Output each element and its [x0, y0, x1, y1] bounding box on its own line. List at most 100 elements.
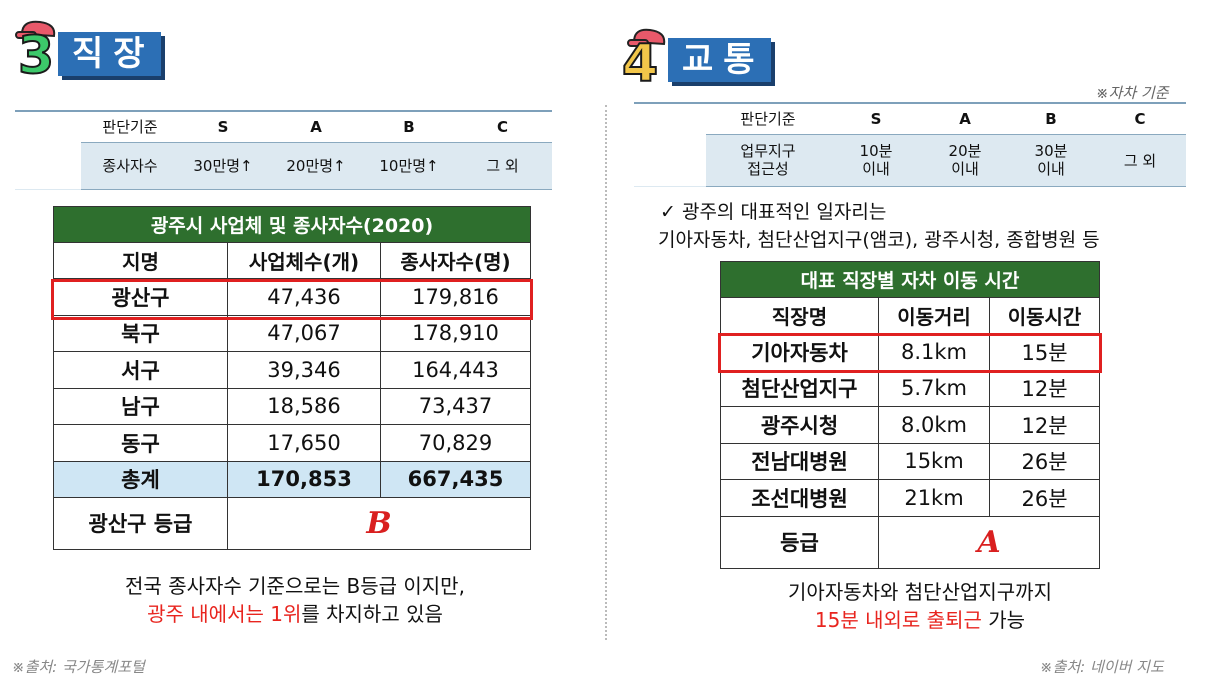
note-line: 기아자동차와 첨단산업지구까지 — [788, 580, 1052, 604]
note-text: 를 차지하고 있음 — [301, 602, 443, 626]
criteria-cell: 30만명↑ — [179, 142, 267, 190]
cell-total-businesses: 170,853 — [227, 460, 381, 498]
cell-businesses: 39,346 — [227, 351, 381, 389]
criteria-header: S — [179, 110, 267, 143]
note-highlight: 15분 내외로 출퇴근 — [814, 608, 982, 632]
table-row: 서구 39,346 164,443 — [53, 351, 531, 389]
criteria-header: C — [453, 110, 552, 143]
commute-time-table: 대표 직장별 자차 이동 시간 직장명 이동거리 이동시간 기아자동차 8.1k… — [720, 261, 1100, 569]
grade-value: B — [366, 505, 392, 541]
criteria-header: A — [267, 110, 365, 143]
section-divider — [605, 105, 607, 640]
cap-mascot-icon — [15, 20, 56, 39]
cell-time: 15분 — [989, 333, 1100, 371]
note-text: 가능 — [981, 608, 1026, 632]
criteria-header: B — [365, 110, 453, 143]
cell-distance: 8.0km — [878, 406, 990, 444]
column-header: 종사자수(명) — [380, 242, 531, 279]
table-total-row: 총계 170,853 667,435 — [53, 460, 531, 498]
criteria-line: 업무지구 — [740, 142, 796, 160]
cell-employees: 179,816 — [380, 278, 531, 316]
section-number-4: 4 — [621, 34, 659, 94]
column-header: 이동시간 — [989, 297, 1100, 334]
transport-note: 기아자동차와 첨단산업지구까지 15분 내외로 출퇴근 가능 — [700, 578, 1140, 634]
criteria-header: C — [1094, 102, 1186, 135]
transport-criteria-table: 교통 판단기준 S A B C 업무지구 접근성 10분 이내 20분 이내 3… — [634, 102, 1186, 187]
criteria-cell: 그 외 — [1094, 134, 1186, 187]
cell-workplace: 전남대병원 — [720, 442, 879, 480]
criteria-line: 20분 — [948, 142, 982, 160]
gwangju-business-table: 광주시 사업체 및 종사자수(2020) 지명 사업체수(개) 종사자수(명) … — [53, 206, 531, 550]
cap-mascot-icon — [627, 28, 666, 47]
table-row: 남구 18,586 73,437 — [53, 387, 531, 425]
cell-employees: 178,910 — [380, 314, 531, 352]
cell-workplace: 조선대병원 — [720, 479, 879, 517]
cell-workplace: 첨단산업지구 — [720, 369, 879, 407]
grade-value: A — [977, 524, 1001, 560]
criteria-header: 판단기준 — [706, 102, 830, 135]
note-line: 15분 내외로 출퇴근 가능 — [700, 606, 1140, 634]
criteria-cell: 10만명↑ — [365, 142, 453, 190]
cell-employees: 70,829 — [380, 424, 531, 462]
criteria-line: 이내 — [951, 160, 979, 178]
cell-total-employees: 667,435 — [380, 460, 531, 498]
criteria-header: A — [922, 102, 1008, 135]
intro-line: ✓ 광주의 대표적인 일자리는 — [660, 201, 887, 223]
criteria-cell: 그 외 — [453, 142, 552, 190]
table-title: 대표 직장별 자차 이동 시간 — [720, 261, 1100, 298]
cell-district: 북구 — [53, 314, 228, 352]
cell-distance: 5.7km — [878, 369, 990, 407]
cell-district: 동구 — [53, 424, 228, 462]
column-header: 직장명 — [720, 297, 879, 334]
cell-businesses: 17,650 — [227, 424, 381, 462]
cell-time: 12분 — [989, 406, 1100, 444]
criteria-cell: 종사자수 — [81, 142, 179, 190]
transport-intro: ✓ 광주의 대표적인 일자리는 기아자동차, 첨단산업지구(앰코), 광주시청,… — [658, 198, 1100, 254]
criteria-side-label: 교통 — [634, 102, 706, 186]
criteria-side-label: 직장 — [15, 110, 81, 189]
column-header: 이동거리 — [878, 297, 990, 334]
note-line: 전국 종사자수 기준으로는 B등급 이지만, — [125, 574, 465, 598]
cell-total-label: 총계 — [53, 460, 228, 498]
criteria-header: S — [830, 102, 922, 135]
table-row: 광주시청 8.0km 12분 — [720, 406, 1100, 444]
highlight-box — [718, 333, 1102, 373]
table-row: 조선대병원 21km 26분 — [720, 479, 1100, 517]
criteria-line: 10분 — [859, 142, 893, 160]
section-number-3: 3 — [17, 26, 55, 86]
section-title-workplace: 직장 — [58, 32, 161, 76]
table-row: 동구 17,650 70,829 — [53, 424, 531, 462]
criteria-cell: 업무지구 접근성 — [706, 134, 830, 187]
cell-time: 12분 — [989, 369, 1100, 407]
cell-time: 26분 — [989, 479, 1100, 517]
highlight-box — [51, 279, 533, 320]
table-title: 광주시 사업체 및 종사자수(2020) — [53, 206, 531, 243]
section-title-transport: 교통 — [668, 38, 771, 82]
source-note: ※출처: 네이버 지도 — [1040, 658, 1164, 676]
table-row: 전남대병원 15km 26분 — [720, 442, 1100, 480]
criteria-line: 이내 — [1037, 160, 1065, 178]
cell-employees: 164,443 — [380, 351, 531, 389]
criteria-line: 30분 — [1034, 142, 1068, 160]
criteria-cell: 20만명↑ — [267, 142, 365, 190]
column-header: 지명 — [53, 242, 228, 279]
basis-note: ※자차 기준 — [1096, 84, 1169, 102]
cell-district: 서구 — [53, 351, 228, 389]
cell-district: 남구 — [53, 387, 228, 425]
note-highlight: 광주 내에서는 1위 — [147, 602, 302, 626]
workplace-note: 전국 종사자수 기준으로는 B등급 이지만, 광주 내에서는 1위를 차지하고 … — [60, 572, 530, 628]
grade-label: 광산구 등급 — [53, 496, 228, 550]
table-row: 북구 47,067 178,910 — [53, 314, 531, 352]
cell-workplace: 광주시청 — [720, 406, 879, 444]
criteria-cell: 30분 이내 — [1008, 134, 1094, 187]
criteria-header: B — [1008, 102, 1094, 135]
criteria-cell: 10분 이내 — [830, 134, 922, 187]
table-row: 첨단산업지구 5.7km 12분 — [720, 369, 1100, 407]
cell-employees: 73,437 — [380, 387, 531, 425]
criteria-line: 접근성 — [747, 160, 789, 178]
cell-district: 광산구 — [53, 278, 228, 316]
criteria-header: 판단기준 — [81, 110, 179, 143]
intro-line: 기아자동차, 첨단산업지구(앰코), 광주시청, 종합병원 등 — [658, 229, 1100, 251]
cell-businesses: 47,067 — [227, 314, 381, 352]
cell-distance: 21km — [878, 479, 990, 517]
